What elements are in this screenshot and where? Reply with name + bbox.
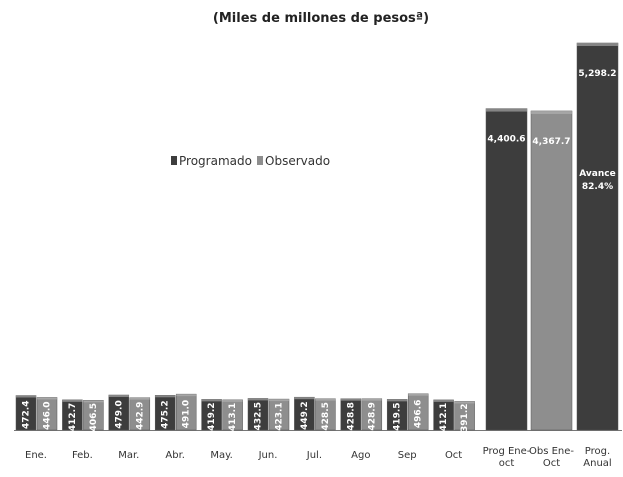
bar-highlight xyxy=(83,400,104,403)
bar-highlight xyxy=(361,398,382,401)
bar-highlight xyxy=(387,399,408,402)
x-tick-label-prog-ene-oct-line1: oct xyxy=(499,458,515,469)
data-label-programado-oct: 412.1 xyxy=(439,403,449,431)
chart-title: (Miles de millones de pesosª) xyxy=(213,11,429,26)
data-label-observado-may: 413.1 xyxy=(228,403,238,431)
bar-total-prog-ene-oct xyxy=(485,108,528,431)
x-tick-label-obs-ene-oct-line0: Obs Ene- xyxy=(529,446,574,457)
bar-highlight xyxy=(340,398,361,401)
data-label-programado-feb: 412.7 xyxy=(68,403,78,431)
data-label-observado-jul: 428.5 xyxy=(321,402,331,430)
data-label-programado-jul: 449.2 xyxy=(300,401,310,429)
bar-highlight xyxy=(408,393,429,396)
x-tick-label-prog-ene-oct-line0: Prog Ene- xyxy=(483,446,531,457)
bar-highlight xyxy=(433,399,454,402)
bars-layer: 472.4 446.0 412.7 406.5 479.0 442.9 475.2 491.0… xyxy=(14,42,622,432)
data-label-programado-sep: 419.5 xyxy=(393,402,403,430)
data-label-programado-jun: 432.5 xyxy=(254,402,264,430)
x-tick-label-obs-ene-oct-line1: Oct xyxy=(543,458,560,469)
bar-highlight xyxy=(248,398,268,401)
bar-highlight xyxy=(222,399,243,402)
data-label-observado-abr: 491.0 xyxy=(182,400,192,428)
bar-total-prog-anual xyxy=(576,42,619,431)
x-tick-label-abr: Abr. xyxy=(165,450,185,461)
legend-label-observado: Observado xyxy=(265,154,330,168)
bar-highlight xyxy=(16,395,36,398)
bar-highlight xyxy=(531,110,572,114)
x-tick-label-mar: Mar. xyxy=(118,450,139,461)
legend-swatch-programado xyxy=(171,156,177,165)
x-tick-label-ago: Ago xyxy=(351,450,370,461)
data-label-observado-feb: 406.5 xyxy=(89,403,99,431)
data-label-programado-ago: 428.8 xyxy=(346,402,356,430)
annotation-line-0: Avance xyxy=(579,169,615,179)
x-tick-label-ene: Ene. xyxy=(25,450,47,461)
bar-highlight xyxy=(201,399,222,402)
x-tick-label-prog-anual-line1: Anual xyxy=(583,458,611,469)
data-label-programado-ene: 472.4 xyxy=(22,401,32,429)
data-label-observado-mar: 442.9 xyxy=(135,402,145,430)
bar-total-obs-ene-oct xyxy=(530,110,573,431)
bar-highlight xyxy=(454,401,475,404)
bar-highlight xyxy=(108,395,129,398)
data-label-programado-mar: 479.0 xyxy=(114,400,124,428)
x-tick-label-prog-anual-line0: Prog. xyxy=(585,446,610,457)
bar-highlight xyxy=(62,399,83,402)
bar-highlight xyxy=(37,397,57,400)
x-tick-label-jun: Jun. xyxy=(258,450,278,461)
data-label-programado-may: 419.2 xyxy=(207,402,217,430)
legend-swatch-observado xyxy=(257,156,263,165)
bar-highlight xyxy=(269,399,289,402)
legend-label-programado: Programado xyxy=(179,154,252,168)
x-tick-label-jul: Jul. xyxy=(306,450,322,461)
bar-highlight xyxy=(294,397,315,400)
x-axis-labels: Ene. Feb. Mar. Abr. May. Jun. Jul. Ago Sep Oct Pro… xyxy=(25,446,612,469)
bar-highlight xyxy=(129,397,150,400)
data-label-total-prog-anual: 5,298.2 xyxy=(578,69,616,79)
data-label-total-obs-ene-oct: 4,367.7 xyxy=(532,137,570,147)
data-label-observado-oct: 391.2 xyxy=(460,403,470,431)
data-label-total-prog-ene-oct: 4,400.6 xyxy=(487,135,525,145)
x-tick-label-feb: Feb. xyxy=(72,450,93,461)
legend: Programado Observado xyxy=(171,154,330,168)
data-label-observado-sep: 496.6 xyxy=(414,400,424,428)
data-label-programado-abr: 475.2 xyxy=(161,400,171,428)
x-tick-label-may: May. xyxy=(210,450,232,461)
data-label-observado-ene: 446.0 xyxy=(43,401,53,429)
bar-highlight xyxy=(486,108,527,112)
x-tick-label-sep: Sep xyxy=(398,450,417,461)
bar-highlight xyxy=(176,394,197,397)
data-label-observado-ago: 428.9 xyxy=(367,402,377,430)
data-label-observado-jun: 423.1 xyxy=(275,402,285,430)
bar-highlight xyxy=(315,398,336,401)
annotation-line-1: 82.4% xyxy=(582,182,613,192)
bar-highlight xyxy=(155,395,176,398)
x-tick-label-oct: Oct xyxy=(445,450,462,461)
bar-highlight xyxy=(577,43,618,46)
